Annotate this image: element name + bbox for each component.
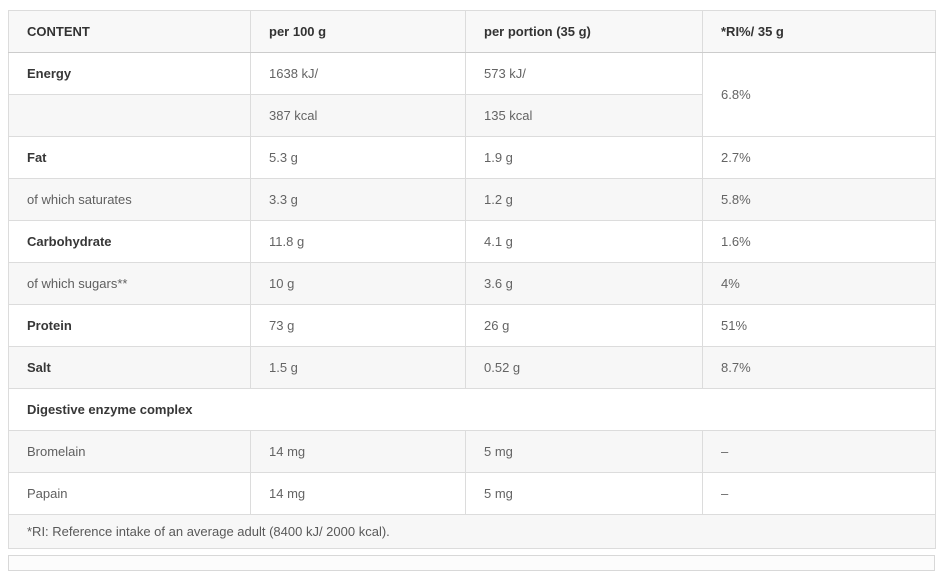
table-row: of which saturates 3.3 g 1.2 g 5.8% <box>8 178 936 221</box>
ri-percent-cell: 4% <box>702 262 936 305</box>
per-100g-cell: 3.3 g <box>250 178 466 221</box>
table-row: Protein 73 g 26 g 51% <box>8 304 936 347</box>
ri-percent-cell: 5.8% <box>702 178 936 221</box>
ri-percent-cell: 51% <box>702 304 936 347</box>
per-portion-cell: 135 kcal <box>465 94 703 137</box>
table-header: CONTENT per 100 g per portion (35 g) *RI… <box>8 10 936 53</box>
ri-percent-cell: 1.6% <box>702 220 936 263</box>
ri-percent-cell: 8.7% <box>702 346 936 389</box>
per-100g-cell: 11.8 g <box>250 220 466 263</box>
ri-percent-cell: – <box>702 430 936 473</box>
per-portion-cell: 5 mg <box>465 430 703 473</box>
per-100g-cell: 5.3 g <box>250 136 466 179</box>
nutrition-table-section: CONTENT per 100 g per portion (35 g) *RI… <box>8 10 936 571</box>
table-row: Bromelain 14 mg 5 mg – <box>8 430 936 473</box>
per-portion-cell: 1.2 g <box>465 178 703 221</box>
table-header-row: CONTENT per 100 g per portion (35 g) *RI… <box>8 10 936 53</box>
row-label-cell: Papain <box>8 472 251 515</box>
table-row: Carbohydrate 11.8 g 4.1 g 1.6% <box>8 220 936 263</box>
table-footer: *RI: Reference intake of an average adul… <box>8 514 936 549</box>
table-row: Papain 14 mg 5 mg – <box>8 472 936 515</box>
row-label-cell: Fat <box>8 136 251 179</box>
column-header-ri-percent: *RI%/ 35 g <box>702 10 936 53</box>
per-100g-cell: 14 mg <box>250 472 466 515</box>
per-100g-cell: 1638 kJ/ <box>250 52 466 95</box>
per-portion-cell: 5 mg <box>465 472 703 515</box>
row-label-cell: Bromelain <box>8 430 251 473</box>
column-header-per-100g: per 100 g <box>250 10 466 53</box>
per-100g-cell: 10 g <box>250 262 466 305</box>
row-label-cell: Protein <box>8 304 251 347</box>
row-label-cell: of which sugars** <box>8 262 251 305</box>
next-section-top-edge <box>8 555 935 571</box>
per-portion-cell: 0.52 g <box>465 346 703 389</box>
table-row: Fat 5.3 g 1.9 g 2.7% <box>8 136 936 179</box>
table-body: Energy 1638 kJ/573 kJ/6.8% 387 kcal 135 kca… <box>8 52 936 515</box>
section-label-cell: Digestive enzyme complex <box>8 388 936 431</box>
row-label-cell: Salt <box>8 346 251 389</box>
reference-intake-footnote: *RI: Reference intake of an average adul… <box>8 514 936 549</box>
table-row: Digestive enzyme complex <box>8 388 936 431</box>
row-label-cell <box>8 94 251 137</box>
per-portion-cell: 1.9 g <box>465 136 703 179</box>
column-header-content: CONTENT <box>8 10 251 53</box>
table-row: of which sugars** 10 g 3.6 g 4% <box>8 262 936 305</box>
table-row: Salt 1.5 g 0.52 g 8.7% <box>8 346 936 389</box>
per-100g-cell: 73 g <box>250 304 466 347</box>
row-label-cell: of which saturates <box>8 178 251 221</box>
table-row: Energy 1638 kJ/573 kJ/6.8% <box>8 52 936 137</box>
per-portion-cell: 573 kJ/ <box>465 52 703 95</box>
row-label-cell: Carbohydrate <box>8 220 251 263</box>
per-portion-cell: 4.1 g <box>465 220 703 263</box>
column-header-per-portion: per portion (35 g) <box>465 10 703 53</box>
per-portion-cell: 26 g <box>465 304 703 347</box>
per-100g-cell: 14 mg <box>250 430 466 473</box>
footnote-row: *RI: Reference intake of an average adul… <box>8 514 936 549</box>
ri-percent-cell: – <box>702 472 936 515</box>
per-100g-cell: 387 kcal <box>250 94 466 137</box>
nutrition-table: CONTENT per 100 g per portion (35 g) *RI… <box>8 10 936 549</box>
per-100g-cell: 1.5 g <box>250 346 466 389</box>
per-portion-cell: 3.6 g <box>465 262 703 305</box>
ri-percent-cell: 2.7% <box>702 136 936 179</box>
row-label-cell: Energy <box>8 52 251 95</box>
ri-percent-cell: 6.8% <box>702 52 936 137</box>
